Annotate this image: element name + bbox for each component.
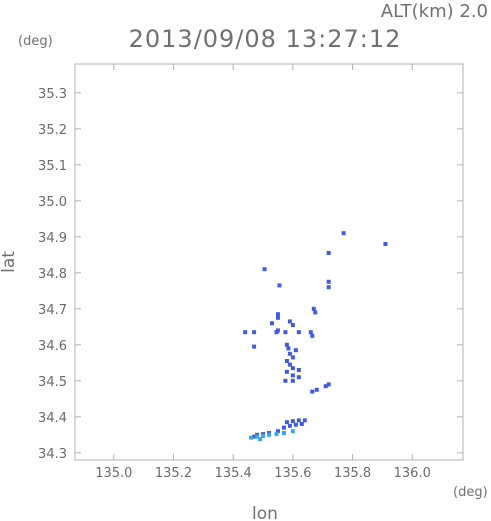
data-point — [249, 435, 254, 440]
data-point — [296, 375, 301, 380]
data-point — [243, 330, 248, 335]
data-point — [252, 434, 257, 439]
x-axis-ticks: 135.0 135.2 135.4 135.6 135.8 136.0 — [95, 64, 431, 481]
x-unit-label: (deg) — [453, 485, 488, 500]
data-point — [383, 242, 388, 246]
data-points — [243, 231, 388, 442]
data-point — [290, 366, 295, 371]
data-point — [311, 306, 316, 311]
y-tick-label: 34.6 — [38, 339, 67, 354]
data-point — [296, 368, 301, 372]
data-point — [281, 425, 286, 430]
y-tick-label: 34.5 — [38, 375, 67, 390]
data-point — [283, 330, 288, 335]
data-point — [274, 432, 279, 437]
y-tick-label: 35.2 — [38, 123, 67, 138]
y-axis-label: lat — [0, 251, 19, 273]
data-point — [314, 387, 319, 392]
data-point — [308, 330, 313, 335]
data-point — [275, 312, 280, 317]
data-point — [293, 422, 298, 427]
data-point — [284, 342, 289, 347]
y-tick-label: 34.3 — [38, 447, 67, 462]
y-tick-label: 34.9 — [38, 231, 67, 246]
x-tick-label: 135.0 — [95, 466, 132, 481]
y-tick-label: 34.4 — [38, 411, 67, 426]
data-point — [284, 359, 289, 363]
data-point — [293, 348, 298, 353]
data-point — [296, 330, 301, 335]
data-point — [261, 433, 266, 438]
y-tick-label: 35.1 — [38, 159, 67, 174]
data-point — [310, 389, 315, 394]
data-point — [283, 378, 288, 383]
data-point — [275, 315, 280, 320]
data-point — [275, 429, 280, 434]
data-point — [258, 437, 263, 442]
x-tick-label: 135.8 — [334, 466, 371, 481]
data-point — [310, 333, 315, 338]
data-point — [290, 355, 295, 360]
y-tick-label: 35.3 — [38, 87, 67, 102]
data-point — [284, 420, 289, 425]
data-point — [326, 279, 331, 284]
data-point — [296, 418, 301, 423]
data-point — [252, 344, 257, 349]
x-tick-label: 135.4 — [215, 466, 252, 481]
x-tick-label: 135.2 — [155, 466, 192, 481]
data-point — [323, 384, 328, 389]
data-point — [341, 231, 346, 236]
x-tick-label: 135.6 — [274, 466, 311, 481]
data-point — [287, 362, 292, 367]
x-tick-label: 136.0 — [394, 466, 431, 481]
data-point — [302, 418, 307, 423]
data-point — [255, 434, 260, 439]
data-point — [267, 432, 271, 437]
y-tick-label: 34.8 — [38, 267, 67, 282]
chart-title: 2013/09/08 13:27:12 — [129, 25, 402, 53]
data-point — [326, 251, 331, 255]
data-point — [290, 419, 295, 424]
data-point — [287, 351, 292, 356]
data-point — [277, 283, 282, 288]
data-point — [286, 346, 291, 351]
y-tick-label: 35.0 — [38, 195, 67, 210]
y-tick-label: 34.7 — [38, 303, 67, 318]
altitude-label: ALT(km) 2.0 — [381, 1, 488, 22]
data-point — [287, 319, 292, 324]
y-unit-label: (deg) — [18, 34, 53, 49]
data-point — [252, 330, 257, 335]
data-point — [281, 431, 286, 435]
data-point — [326, 285, 331, 290]
data-point — [262, 267, 267, 272]
data-point — [290, 378, 295, 383]
data-point — [284, 369, 289, 374]
data-point — [290, 323, 295, 327]
data-point — [313, 310, 318, 315]
data-point — [275, 328, 280, 333]
plot-frame — [74, 63, 464, 461]
data-point — [269, 321, 274, 326]
data-point — [287, 423, 292, 428]
data-point — [299, 422, 304, 426]
y-axis-ticks: 34.3 34.4 34.5 34.6 34.7 34.8 34.9 35.0 35.1 35.2… — [38, 87, 463, 462]
data-point — [290, 429, 295, 434]
x-axis-label: lon — [252, 504, 278, 521]
data-point — [326, 382, 331, 387]
data-point — [290, 373, 295, 378]
